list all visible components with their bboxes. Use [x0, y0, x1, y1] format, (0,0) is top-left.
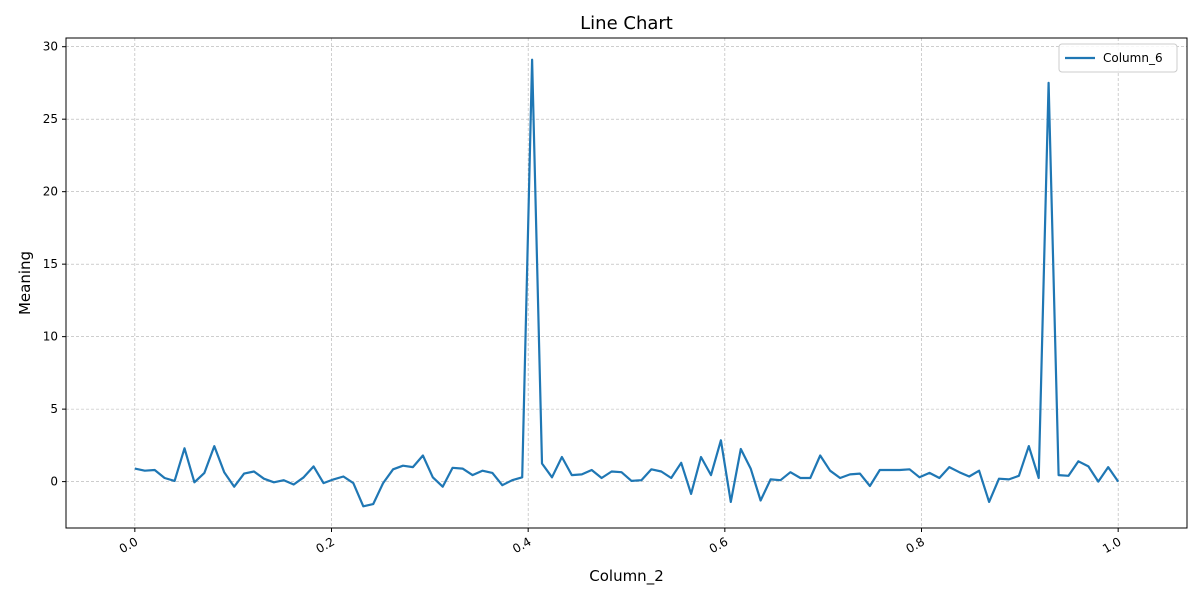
x-axis: 0.0 0.2 0.4 0.6 0.8 1.0 [117, 528, 1124, 556]
legend-box [1058, 43, 1178, 73]
y-tick-label: 25 [43, 112, 58, 126]
x-tick-label: 1.0 [1100, 534, 1124, 556]
x-axis-label: Column_2 [589, 567, 664, 586]
x-tick-label: 0.0 [117, 534, 141, 556]
y-tick-label: 20 [43, 185, 58, 199]
chart-title: Line Chart [580, 13, 673, 34]
x-tick-label: 0.8 [903, 534, 927, 556]
series-lines [134, 58, 1120, 508]
legend-label: Column_6 [1103, 51, 1163, 65]
series-line-Column_6 [134, 58, 1120, 508]
x-tick-label: 0.4 [510, 534, 534, 556]
plot-frame [65, 37, 1188, 529]
y-tick-label: 30 [43, 40, 58, 54]
x-tick-label: 0.6 [707, 534, 731, 556]
y-tick-label: 0 [50, 475, 58, 489]
y-tick-label: 15 [43, 257, 58, 271]
y-axis-label: Meaning [16, 251, 34, 315]
x-tick-label: 0.2 [313, 534, 337, 556]
grid-lines [66, 38, 1187, 528]
legend: Column_6 [1058, 43, 1178, 73]
y-axis: 0 5 10 15 20 25 30 [43, 40, 66, 489]
y-tick-label: 5 [50, 402, 58, 416]
y-tick-label: 10 [43, 330, 58, 344]
